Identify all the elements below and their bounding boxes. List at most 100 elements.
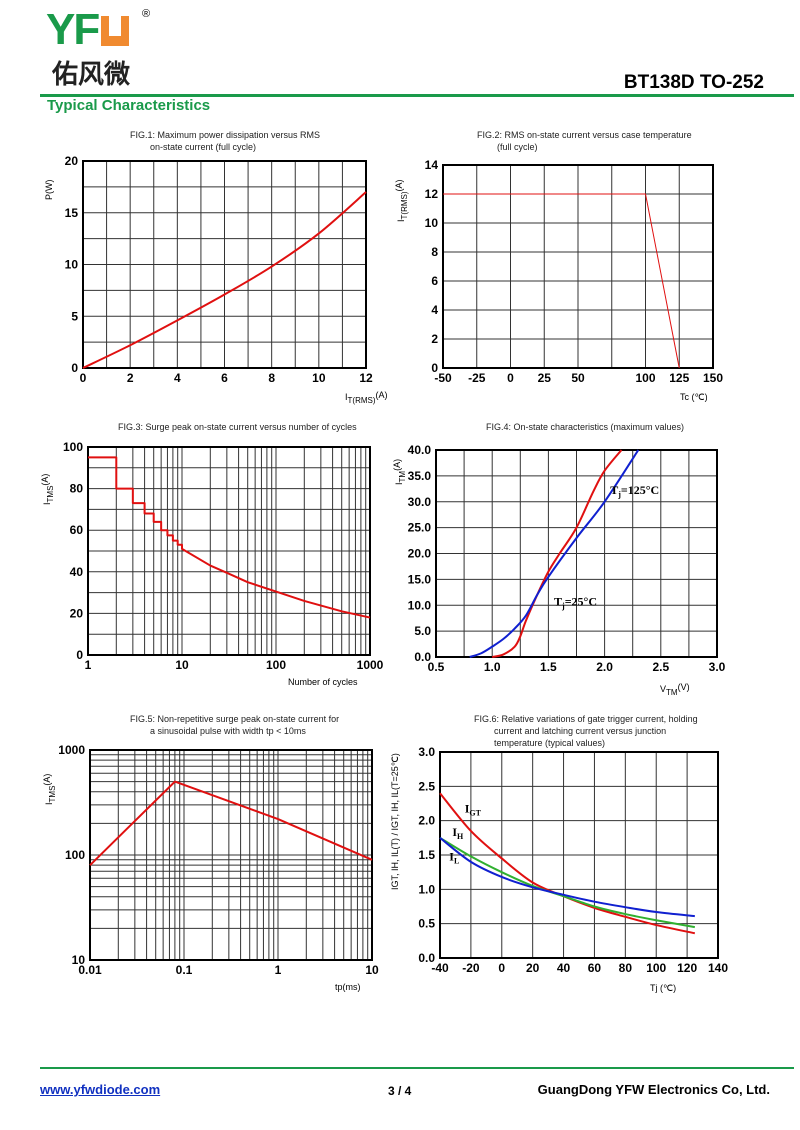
x-tick-label: 0 [498,961,505,975]
fig5-title: FIG.5: Non-repetitive surge peak on-stat… [130,714,340,736]
x-tick-label: 120 [677,961,697,975]
fig4-chart: 0.5 1.0 1.5 2.0 2.5 3.0 0.0 5.0 10.0 15.0 20.0 25.0… [392,443,726,697]
fig1-series-0 [82,191,367,369]
y-tick-label: 10 [425,216,439,230]
x-tick-label: 150 [703,371,723,385]
x-tick-label: 40 [557,961,571,975]
y-tick-label: 100 [63,440,83,454]
y-tick-label: 20.0 [408,547,432,561]
y-tick-label: 15.0 [408,572,432,586]
fig2-series-0 [443,193,680,369]
y-axis-label: ITM(A) [392,459,407,485]
x-tick-label: 100 [266,658,286,672]
website-link[interactable]: www.yfwdiode.com [40,1082,161,1097]
y-tick-label: 25.0 [408,521,432,535]
x-tick-label: 100 [646,961,666,975]
fig4-series-1 [469,449,640,658]
y-tick-label: 60 [70,523,84,537]
plot-frame [442,164,714,369]
x-tick-label: 8 [268,371,275,385]
y-tick-label: 1000 [58,743,85,757]
x-tick-label: 125 [669,371,689,385]
y-axis-label: P(W) [44,180,54,201]
header-divider [40,94,794,97]
x-axis-label: VTM(V) [660,682,690,697]
x-tick-label: 20 [526,961,540,975]
series-label: IL [449,849,459,865]
x-tick-label: 10 [175,658,189,672]
plot-frame [439,751,719,959]
fig4-series-0 [491,449,623,658]
series-label: IH [452,825,464,841]
y-tick-label: 2.5 [418,779,435,793]
x-tick-label: 25 [538,371,552,385]
x-tick-label: 60 [588,961,602,975]
x-axis-label: tp(ms) [335,982,361,992]
y-tick-label: 12 [425,187,439,201]
y-tick-label: 100 [65,848,85,862]
y-tick-label: 0 [76,648,83,662]
fig3-series-0 [88,456,371,619]
x-tick-label: 2 [127,371,134,385]
x-tick-label: 0 [507,371,514,385]
x-tick-label: 0.1 [176,963,193,977]
y-tick-label: 2.0 [418,814,435,828]
x-tick-label: -25 [468,371,486,385]
fig6-series-1 [439,836,696,929]
fig2-title: FIG.2: RMS on-state current versus case … [477,130,692,152]
fig6-title: FIG.6: Relative variations of gate trigg… [474,714,698,748]
y-tick-label: 40.0 [408,443,432,457]
x-tick-label: 1.5 [540,660,557,674]
y-tick-label: 10.0 [408,598,432,612]
y-tick-label: 8 [431,245,438,259]
y-tick-label: 0 [431,361,438,375]
fig5-series-0 [89,780,373,866]
x-axis-label: Number of cycles [288,677,358,687]
page-number: 3 / 4 [388,1084,412,1098]
fig4-title: FIG.4: On-state characteristics (maximum… [486,422,685,432]
y-tick-label: 0.0 [418,951,435,965]
plot-frame [89,749,373,961]
y-tick-label: 40 [70,565,84,579]
y-axis-label: ITMS(A) [42,774,57,805]
logo-chinese-text: 佑风微 [52,60,131,90]
y-tick-label: 20 [70,606,84,620]
y-tick-label: 5 [71,309,78,323]
y-axis-label: IGT, IH, IL(T) / IGT, IH, IL(T=25℃) [390,753,400,890]
company-name: GuangDong YFW Electronics Co, Ltd. [537,1082,770,1097]
x-tick-label: 4 [174,371,181,385]
y-axis-label: ITMS(A) [40,474,55,505]
x-tick-label: 12 [359,371,373,385]
x-tick-label: 3.0 [709,660,726,674]
y-tick-label: 4 [431,303,438,317]
y-tick-label: 5.0 [414,624,431,638]
y-tick-label: 1.0 [418,882,435,896]
x-tick-label: 50 [571,371,585,385]
x-tick-label: 80 [619,961,633,975]
fig2-chart: -50 -25 0 25 50 100 125 150 0 2 4 6 8 10 12 14 Tc (℃) IT(… [394,158,723,402]
y-tick-label: 15 [65,206,79,220]
x-tick-label: 1 [85,658,92,672]
y-tick-label: 20 [65,154,79,168]
plot-frame [87,446,371,656]
fig5-chart: 0.01 0.1 1 10 10 100 1000 tp(ms) ITMS(A) [42,743,379,992]
y-tick-label: 0.0 [414,650,431,664]
x-tick-label: 10 [312,371,326,385]
y-tick-label: 2 [431,332,438,346]
x-tick-label: -20 [462,961,480,975]
y-tick-label: 10 [65,258,79,272]
y-tick-label: 6 [431,274,438,288]
x-tick-label: 1000 [357,658,384,672]
x-tick-label: -50 [434,371,452,385]
y-tick-label: 30.0 [408,495,432,509]
fig6-chart: -40 -20 0 20 40 60 80 100 120 140 0.0 0.5 1.0 1.5 2.0 2… [390,745,728,993]
y-tick-label: 35.0 [408,469,432,483]
x-tick-label: 0.5 [428,660,445,674]
registered-mark: ® [142,8,151,20]
x-tick-label: 1 [275,963,282,977]
x-tick-label: 1.0 [484,660,501,674]
y-tick-label: 0 [71,361,78,375]
x-tick-label: 2.0 [596,660,613,674]
